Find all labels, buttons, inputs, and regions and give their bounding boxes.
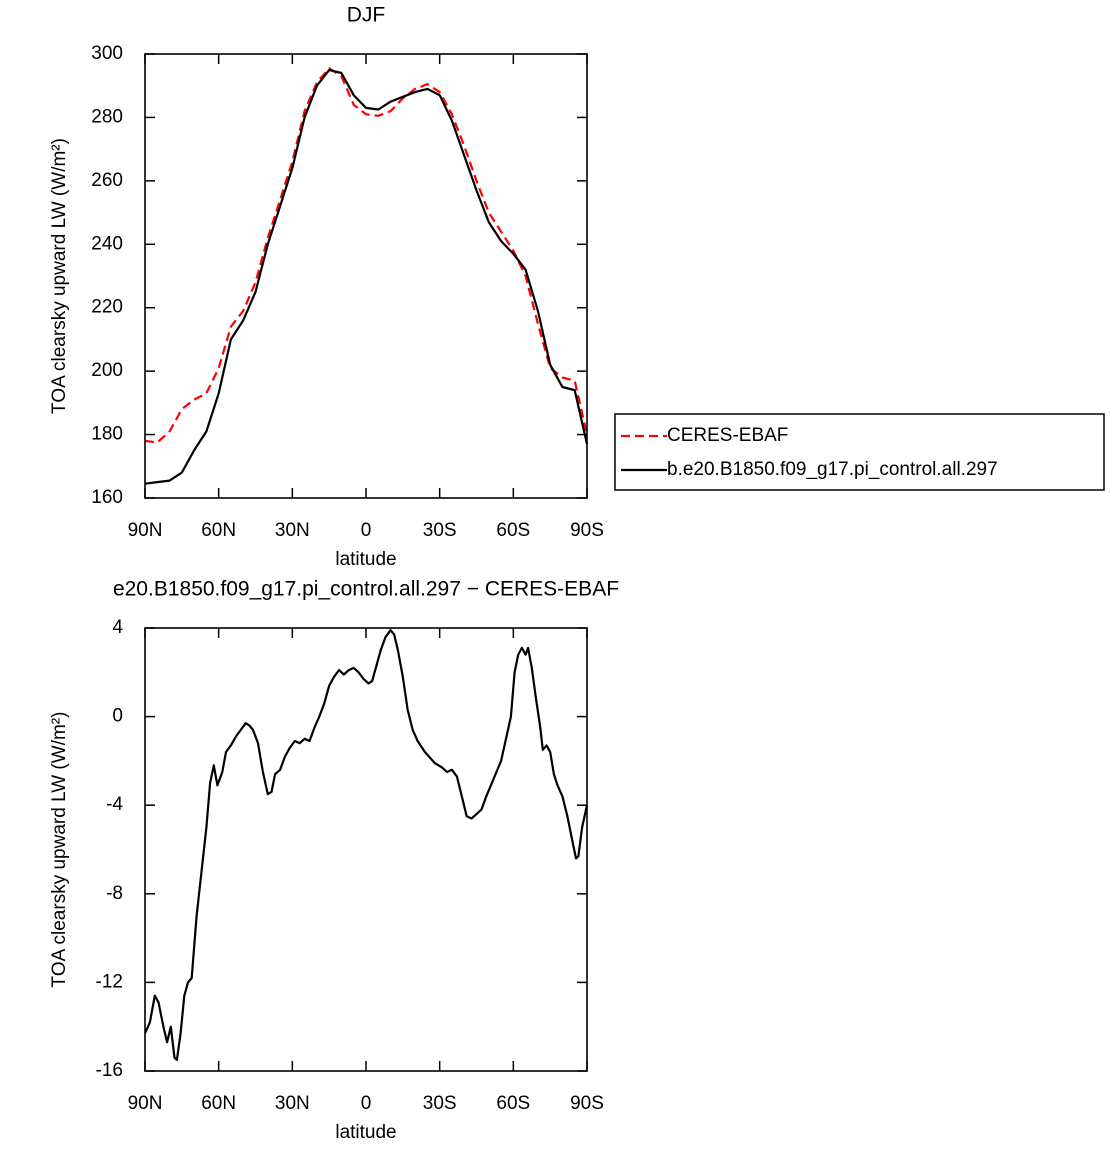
x-tick-label: 30S — [423, 520, 457, 541]
x-tick-label: 90S — [570, 1093, 604, 1114]
plot-frame — [144, 53, 588, 499]
y-axis-label: TOA clearsky upward LW (W/m²) — [49, 712, 70, 988]
y-axis-label: TOA clearsky upward LW (W/m²) — [49, 138, 70, 414]
data-line — [143, 629, 589, 1061]
x-tick-label: 90N — [128, 1093, 163, 1114]
x-tick-label: 0 — [361, 1093, 372, 1114]
y-tick-label: 0 — [112, 706, 123, 727]
y-tick-label: 260 — [91, 170, 123, 191]
x-tick-label: 30S — [423, 1093, 457, 1114]
legend-label: b.e20.B1850.f09_g17.pi_control.all.297 — [667, 459, 998, 480]
x-tick-label: 0 — [361, 520, 372, 541]
x-tick-label: 30N — [275, 1093, 310, 1114]
legend: CERES-EBAF b.e20.B1850.f09_g17.pi_control… — [614, 413, 1105, 491]
y-tick-label: 300 — [91, 43, 123, 64]
y-tick-label: 240 — [91, 233, 123, 254]
y-tick-label: -16 — [96, 1060, 123, 1081]
y-tick-label: 4 — [112, 617, 123, 638]
y-tick-label: 220 — [91, 297, 123, 318]
data-line — [144, 67, 589, 444]
x-tick-label: 90S — [570, 520, 604, 541]
y-tick-label: -12 — [96, 971, 123, 992]
x-tick-label: 90N — [128, 520, 163, 541]
legend-box — [614, 413, 1105, 491]
chart-title: DJF — [347, 4, 386, 27]
y-tick-label: -4 — [106, 794, 123, 815]
x-tick-label: 60N — [201, 520, 236, 541]
x-tick-label: 60S — [496, 520, 530, 541]
x-tick-label: 60S — [496, 1093, 530, 1114]
x-tick-label: 30N — [275, 520, 310, 541]
plot-frame — [144, 627, 588, 1072]
y-tick-label: 160 — [91, 487, 123, 508]
chart-title: e20.B1850.f09_g17.pi_control.all.297 − C… — [113, 578, 619, 601]
y-tick-label: 200 — [91, 360, 123, 381]
y-tick-label: 180 — [91, 424, 123, 445]
y-tick-label: 280 — [91, 106, 123, 127]
legend-label: CERES-EBAF — [667, 425, 788, 446]
x-tick-label: 60N — [201, 1093, 236, 1114]
x-axis-label: latitude — [335, 1122, 396, 1143]
y-tick-label: -8 — [106, 883, 123, 904]
data-line — [144, 68, 589, 485]
x-axis-label: latitude — [335, 549, 396, 570]
